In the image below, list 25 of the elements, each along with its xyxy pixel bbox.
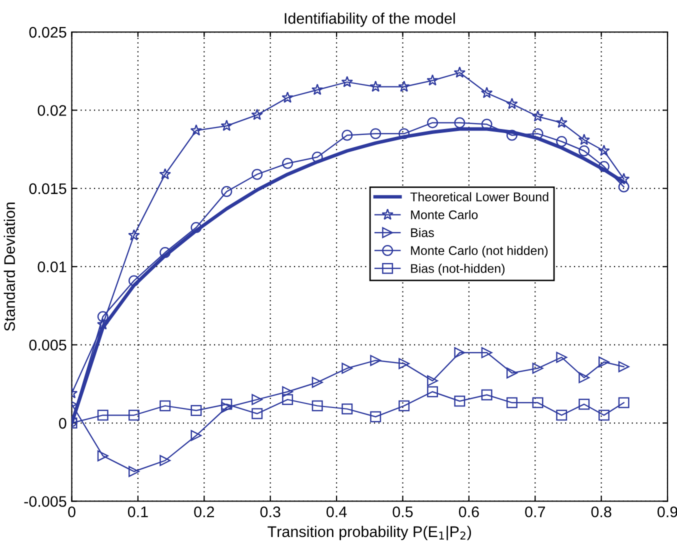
x-tick-label: 0.7 (525, 506, 545, 518)
y-tick-label: 0.005 (29, 340, 66, 350)
x-tick-label: 0.3 (260, 506, 280, 518)
x-tick-label: 0.1 (128, 506, 148, 518)
x-axis-title: Transition probability P(E$_{1}$|P$_{2}$) (268, 526, 471, 540)
x-tick-label: 0.6 (458, 506, 479, 518)
y-tick-label: -0.005 (24, 496, 66, 507)
y-axis-title: Standard Deviation (4, 202, 16, 331)
y-tick-label: 0.025 (29, 26, 66, 38)
x-tick-label: 0.4 (326, 506, 347, 518)
legend-label: Monte Carlo (411, 210, 478, 220)
legend-label: Bias (not-hidden) (411, 264, 504, 276)
legend-label: Theoretical Lower Bound (410, 192, 548, 202)
y-tick-label: 0.01 (38, 261, 66, 272)
legend-label: Bias (411, 228, 434, 238)
x-tick-label: 0.8 (591, 506, 612, 518)
y-tick-label: 0.015 (29, 183, 66, 194)
legend-label: Monte Carlo (not hidden) (411, 246, 548, 258)
x-tick-label: 0.5 (392, 506, 413, 518)
chart-title: Identifiability of the model (284, 12, 455, 27)
x-tick-label: 0.2 (194, 506, 214, 518)
x-tick-label: 0 (68, 506, 76, 518)
y-tick-label: 0 (59, 418, 66, 429)
x-tick-label: 0.9 (658, 506, 677, 518)
y-tick-label: 0.02 (38, 105, 66, 116)
